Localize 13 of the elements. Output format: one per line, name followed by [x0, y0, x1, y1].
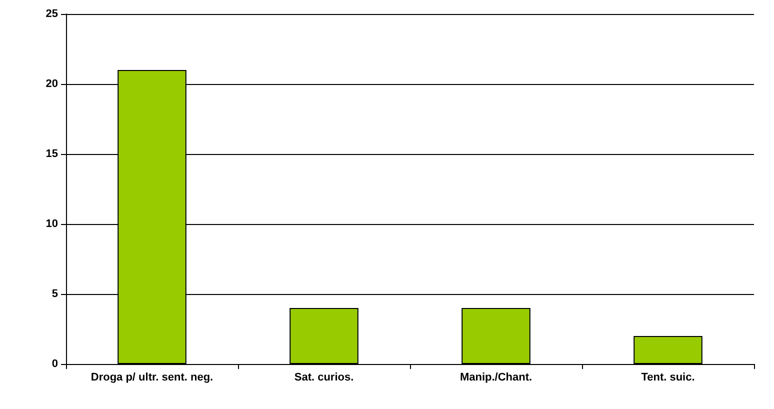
y-tick-label: 0 — [52, 358, 58, 370]
y-tick-label: 15 — [46, 148, 58, 160]
x-tick-label: Manip./Chant. — [460, 372, 532, 384]
x-tick-label: Tent. suic. — [641, 372, 695, 384]
y-tick-label: 5 — [52, 288, 58, 300]
y-tick-label: 10 — [46, 218, 58, 230]
bar — [634, 336, 702, 364]
x-tick-label: Sat. curios. — [294, 372, 354, 384]
x-tick-label: Droga p/ ultr. sent. neg. — [90, 372, 214, 384]
y-tick-label: 20 — [46, 78, 58, 90]
y-tick-label: 25 — [46, 8, 58, 20]
bar — [462, 308, 530, 364]
bar — [290, 308, 358, 364]
